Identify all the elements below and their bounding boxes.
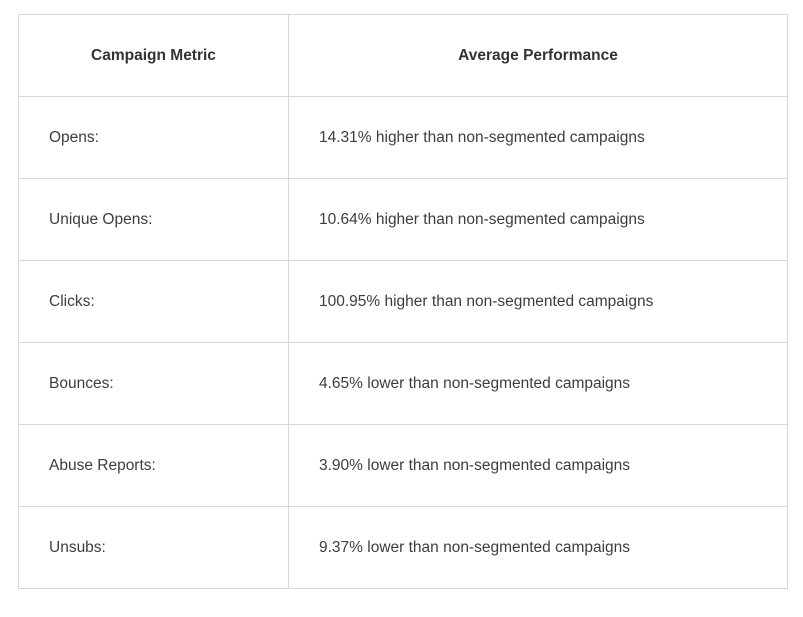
table-row: Unique Opens: 10.64% higher than non-seg… xyxy=(18,178,788,261)
metric-cell: Unique Opens: xyxy=(18,178,289,261)
performance-cell: 4.65% lower than non-segmented campaigns xyxy=(288,342,788,425)
campaign-performance-table: Campaign Metric Average Performance Open… xyxy=(18,14,788,589)
metric-cell: Bounces: xyxy=(18,342,289,425)
metric-cell: Clicks: xyxy=(18,260,289,343)
performance-cell: 3.90% lower than non-segmented campaigns xyxy=(288,424,788,507)
table-row: Abuse Reports: 3.90% lower than non-segm… xyxy=(18,424,788,507)
table-row: Unsubs: 9.37% lower than non-segmented c… xyxy=(18,506,788,589)
header-row: Campaign Metric Average Performance xyxy=(18,14,788,97)
header-campaign-metric: Campaign Metric xyxy=(18,14,289,97)
performance-cell: 14.31% higher than non-segmented campaig… xyxy=(288,96,788,179)
header-average-performance: Average Performance xyxy=(288,14,788,97)
metric-cell: Abuse Reports: xyxy=(18,424,289,507)
table-row: Opens: 14.31% higher than non-segmented … xyxy=(18,96,788,179)
table-row: Clicks: 100.95% higher than non-segmente… xyxy=(18,260,788,343)
table-row: Bounces: 4.65% lower than non-segmented … xyxy=(18,342,788,425)
metric-cell: Opens: xyxy=(18,96,289,179)
performance-cell: 10.64% higher than non-segmented campaig… xyxy=(288,178,788,261)
performance-cell: 9.37% lower than non-segmented campaigns xyxy=(288,506,788,589)
metric-cell: Unsubs: xyxy=(18,506,289,589)
performance-cell: 100.95% higher than non-segmented campai… xyxy=(288,260,788,343)
